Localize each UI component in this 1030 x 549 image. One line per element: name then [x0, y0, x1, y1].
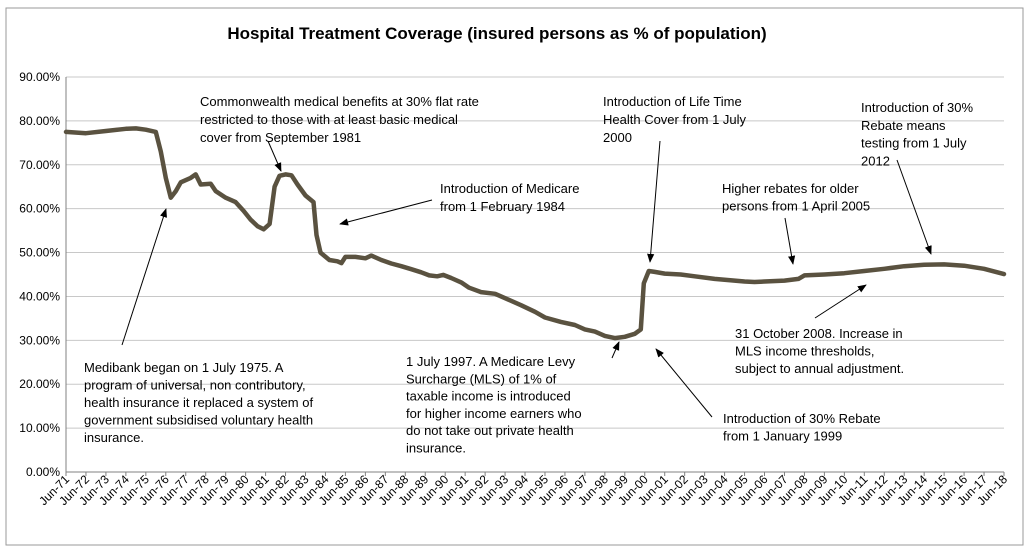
annotation-line: Commonwealth medical benefits at 30% fla… — [200, 94, 479, 109]
annotation-text: Higher rebates for older persons from 1 A… — [722, 181, 870, 214]
annotation-line: from 1 February 1984 — [440, 199, 565, 214]
annotation-line: subject to annual adjustment. — [735, 361, 904, 376]
annotation-text: Introduction of 30% Rebate means testing f… — [861, 100, 973, 168]
annotation-text: 31 October 2008. Increase in MLS income t… — [735, 326, 904, 376]
annotation-line: restricted to those with at least basic … — [200, 112, 458, 127]
gridlines — [65, 76, 1004, 473]
chart-title: Hospital Treatment Coverage (insured per… — [227, 24, 766, 43]
annotation-line: persons from 1 April 2005 — [722, 199, 870, 214]
annotation-line: Surcharge (MLS) of 1% of — [406, 371, 557, 386]
annotation-line: insurance. — [406, 441, 466, 456]
annotation-arrow — [896, 159, 932, 255]
annotation-line: 2012 — [861, 153, 890, 168]
annotation-text: Introduction of Life Time Health Cover fr… — [603, 94, 747, 145]
annotation-line: government subsidised voluntary health — [84, 413, 313, 428]
annotation-line: testing from 1 July — [861, 136, 967, 151]
annotation-line: taxable income is introduced — [406, 389, 571, 404]
y-tick-label: 50.00% — [19, 246, 60, 260]
annotations: Commonwealth medical benefits at 30% fla… — [84, 94, 973, 456]
y-axis-ticks: 0.00% 10.00% 20.00% 30.00% 40.00% 50.00% 60.00… — [19, 70, 60, 479]
annotation-line: 1 July 1997. A Medicare Levy — [406, 354, 576, 369]
annotation-line: Rebate means — [861, 118, 946, 133]
annotation-arrow — [339, 199, 433, 226]
annotation-text: Introduction of 30% Rebate from 1 January… — [723, 411, 881, 444]
annotation-text: Medibank began on 1 July 1975. A program … — [84, 360, 313, 445]
annotation-text: Commonwealth medical benefits at 30% fla… — [200, 94, 479, 145]
annotation-line: cover from September 1981 — [200, 130, 361, 145]
annotation-arrows — [121, 140, 932, 418]
annotation-arrow — [267, 140, 282, 172]
annotation-line: 31 October 2008. Increase in — [735, 326, 903, 341]
annotation-arrow — [611, 341, 620, 359]
series-line — [63, 126, 1007, 341]
annotation-line: Introduction of 30% Rebate — [723, 411, 881, 426]
x-axis-ticks: Jun-71Jun-72Jun-73Jun-74Jun-75Jun-76Jun-… — [36, 472, 1010, 508]
annotation-line: Introduction of Medicare — [440, 181, 579, 196]
annotation-arrow — [121, 208, 167, 346]
annotation-line: health insurance it replaced a system of — [84, 395, 313, 410]
annotation-line: Medibank began on 1 July 1975. A — [84, 360, 284, 375]
annotation-line: Introduction of 30% — [861, 100, 973, 115]
annotation-line: insurance. — [84, 430, 144, 445]
y-tick-label: 60.00% — [19, 202, 60, 216]
y-tick-label: 90.00% — [19, 70, 60, 84]
annotation-arrow — [784, 217, 796, 265]
annotation-line: MLS income thresholds, — [735, 344, 874, 359]
y-tick-label: 0.00% — [26, 465, 60, 479]
annotation-line: Introduction of Life Time — [603, 94, 742, 109]
annotation-arrow — [655, 348, 713, 418]
annotation-arrow — [814, 284, 867, 319]
annotation-line: program of universal, non contributory, — [84, 378, 306, 393]
annotation-line: do not take out private health — [406, 423, 574, 438]
annotation-line: Higher rebates for older — [722, 181, 859, 196]
chart-frame — [5, 7, 1024, 546]
annotation-line: 2000 — [603, 130, 632, 145]
annotation-text: Introduction of Medicare from 1 February … — [440, 181, 579, 214]
annotation-line: Health Cover from 1 July — [603, 112, 747, 127]
annotation-text: 1 July 1997. A Medicare Levy Surcharge (M… — [406, 354, 582, 456]
series-layer — [63, 126, 1007, 341]
y-tick-label: 10.00% — [19, 421, 60, 435]
annotation-line: for higher income earners who — [406, 406, 582, 421]
y-tick-label: 80.00% — [19, 114, 60, 128]
annotation-arrow — [647, 140, 661, 263]
y-tick-label: 70.00% — [19, 158, 60, 172]
y-tick-label: 40.00% — [19, 289, 60, 303]
annotation-line: from 1 January 1999 — [723, 429, 842, 444]
y-tick-label: 20.00% — [19, 377, 60, 391]
y-tick-label: 30.00% — [19, 333, 60, 347]
